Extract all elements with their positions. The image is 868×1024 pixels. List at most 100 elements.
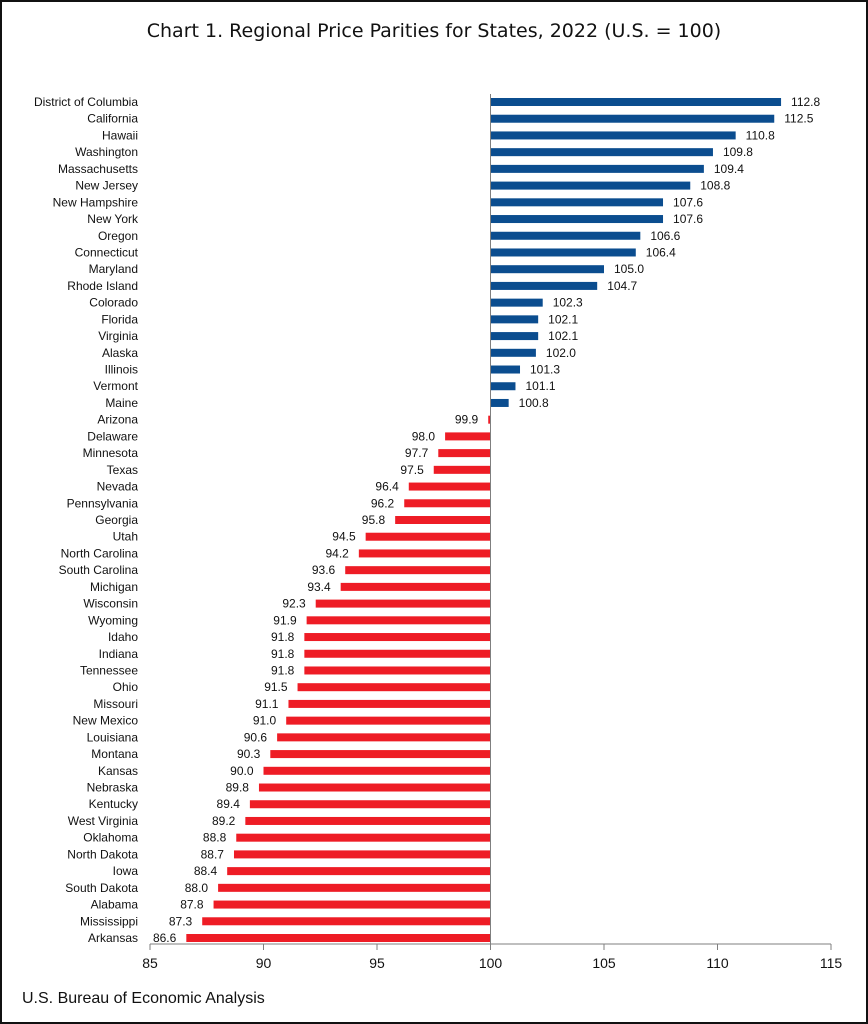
bar-maryland xyxy=(490,265,604,274)
bar-vermont xyxy=(490,382,516,391)
value-label: 88.0 xyxy=(185,881,209,895)
value-label: 95.8 xyxy=(362,513,386,527)
value-label: 98.0 xyxy=(412,429,436,443)
bar-oregon xyxy=(490,231,641,240)
value-label: 104.7 xyxy=(607,279,637,293)
bar-wyoming xyxy=(306,616,491,625)
category-label: Michigan xyxy=(90,580,138,594)
x-tick-label: 100 xyxy=(479,955,503,971)
value-label: 93.4 xyxy=(307,580,331,594)
bar-delaware xyxy=(445,432,491,441)
bar-tennessee xyxy=(304,666,491,675)
bar-arkansas xyxy=(186,934,491,942)
bar-nebraska xyxy=(258,783,491,792)
category-label: Wisconsin xyxy=(83,597,138,611)
value-label: 102.1 xyxy=(548,312,578,326)
category-label: Indiana xyxy=(99,647,139,661)
category-label: Iowa xyxy=(113,864,139,878)
category-label: Idaho xyxy=(108,630,138,644)
bar-south-carolina xyxy=(345,566,491,575)
bar-hawaii xyxy=(490,131,736,140)
category-label: Maryland xyxy=(89,262,138,276)
bar-kansas xyxy=(263,766,491,775)
bar-alabama xyxy=(213,900,491,909)
x-tick-label: 85 xyxy=(142,955,158,971)
category-label: Oklahoma xyxy=(83,831,138,845)
value-label: 94.5 xyxy=(332,530,356,544)
bar-alaska xyxy=(490,348,536,357)
bar-illinois xyxy=(490,365,521,374)
category-label: Rhode Island xyxy=(67,279,138,293)
value-label: 88.7 xyxy=(201,847,225,861)
category-label: South Dakota xyxy=(65,881,138,895)
value-label: 106.4 xyxy=(646,245,676,259)
bar-iowa xyxy=(227,867,491,876)
bar-arizona xyxy=(488,415,491,424)
bar-oklahoma xyxy=(236,833,491,842)
category-label: Tennessee xyxy=(80,663,138,677)
category-label: Nebraska xyxy=(87,781,139,795)
bar-new-hampshire xyxy=(490,198,664,207)
bar-virginia xyxy=(490,332,539,341)
category-label: Kentucky xyxy=(89,797,138,811)
value-label: 102.1 xyxy=(548,329,578,343)
category-label: New Mexico xyxy=(73,714,139,728)
value-label: 87.3 xyxy=(169,914,193,928)
bar-nevada xyxy=(408,482,491,491)
bar-california xyxy=(490,114,775,123)
value-label: 91.8 xyxy=(271,647,295,661)
category-label: California xyxy=(87,112,138,126)
value-label: 101.1 xyxy=(525,379,555,393)
bar-pennsylvania xyxy=(404,499,491,508)
category-label: New Jersey xyxy=(75,179,138,193)
bar-utah xyxy=(365,532,491,541)
category-label: Washington xyxy=(75,145,138,159)
category-label: Louisiana xyxy=(87,730,139,744)
bar-maine xyxy=(490,398,509,407)
bar-new-york xyxy=(490,215,664,224)
bar-new-mexico xyxy=(286,716,491,725)
category-label: Montana xyxy=(91,747,138,761)
category-label: Pennsylvania xyxy=(67,496,139,510)
category-label: Florida xyxy=(101,312,138,326)
value-label: 96.2 xyxy=(371,496,395,510)
value-label: 88.4 xyxy=(194,864,218,878)
bar-new-jersey xyxy=(490,181,691,190)
value-label: 105.0 xyxy=(614,262,644,276)
category-label: Massachusetts xyxy=(58,162,138,176)
bar-georgia xyxy=(395,516,491,524)
category-label: Alabama xyxy=(91,898,139,912)
bar-south-dakota xyxy=(218,883,491,892)
value-label: 90.6 xyxy=(244,730,268,744)
category-label: West Virginia xyxy=(68,814,139,828)
category-label: Utah xyxy=(113,530,138,544)
bar-district-of-columbia xyxy=(490,98,782,106)
value-label: 91.9 xyxy=(273,613,297,627)
value-label: 100.8 xyxy=(519,396,549,410)
bar-missouri xyxy=(288,699,491,708)
value-label: 102.0 xyxy=(546,346,576,360)
category-label: North Dakota xyxy=(67,847,138,861)
value-label: 87.8 xyxy=(180,898,204,912)
category-label: Oregon xyxy=(98,229,138,243)
category-label: Delaware xyxy=(87,429,138,443)
value-label: 97.5 xyxy=(400,463,424,477)
value-label: 90.0 xyxy=(230,764,254,778)
value-label: 106.6 xyxy=(650,229,680,243)
value-label: 92.3 xyxy=(282,597,306,611)
category-label: Hawaii xyxy=(102,128,138,142)
source-note: U.S. Bureau of Economic Analysis xyxy=(22,990,265,1007)
value-label: 89.8 xyxy=(226,781,250,795)
category-label: Ohio xyxy=(113,680,139,694)
value-label: 93.6 xyxy=(312,563,336,577)
value-label: 91.1 xyxy=(255,697,279,711)
bar-idaho xyxy=(304,633,491,642)
bar-mississippi xyxy=(202,917,491,926)
x-tick-label: 105 xyxy=(592,955,616,971)
value-label: 109.4 xyxy=(714,162,744,176)
value-label: 112.8 xyxy=(791,95,820,109)
value-label: 110.8 xyxy=(746,128,775,142)
bar-washington xyxy=(490,148,713,157)
